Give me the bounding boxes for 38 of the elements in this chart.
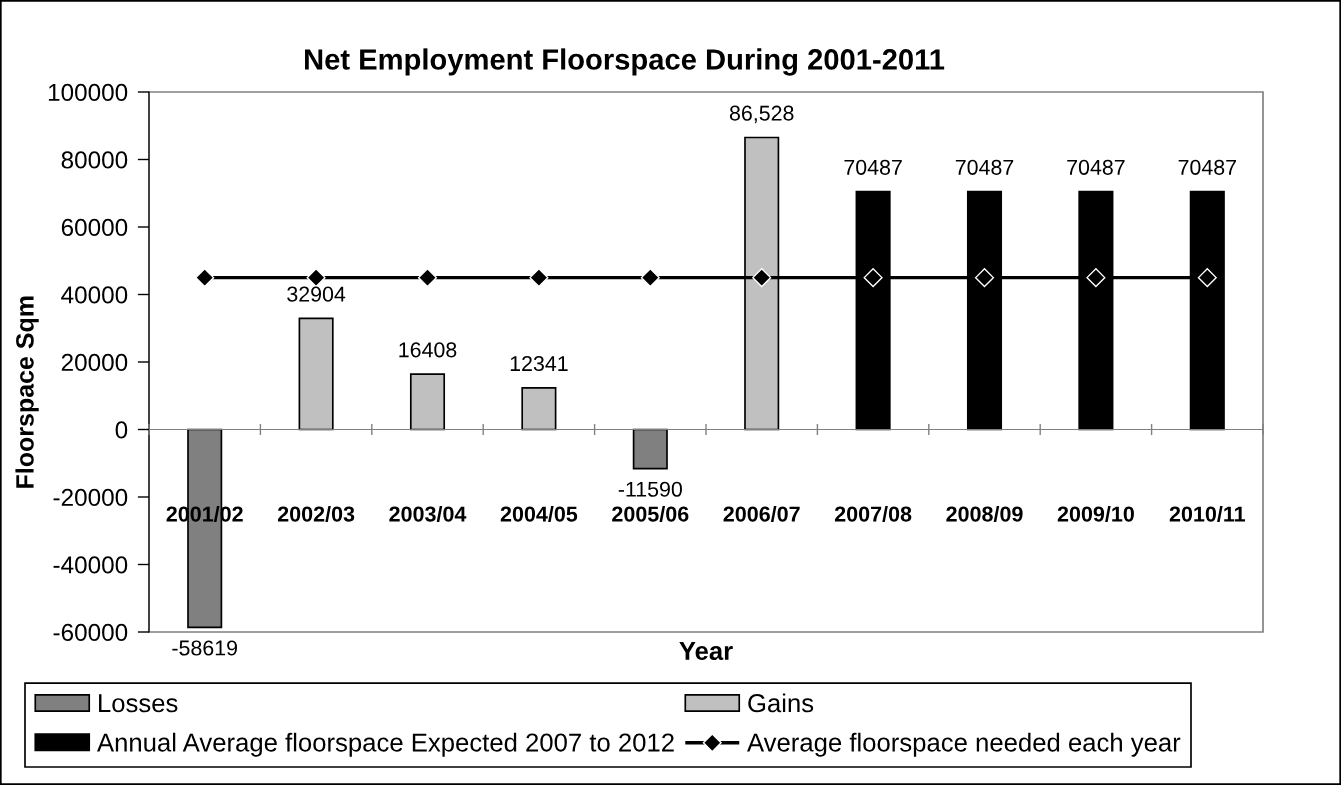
data-label: 32904 [287,286,346,302]
bar [298,317,334,431]
bar [409,373,446,431]
x-tick-label: 2003/04 [389,505,467,522]
data-label: 16408 [399,342,457,358]
chart-title: Net Employment Floorspace During 2001-2011 [305,48,945,76]
x-tick-label: 2005/06 [612,505,689,522]
legend-label: Gains [748,693,814,713]
data-label: -58619 [172,640,237,656]
y-tick-label: -60000 [53,623,128,642]
x-axis-title: Year [679,642,733,661]
y-tick-label: 80000 [61,151,128,169]
x-tick-label: 2009/10 [1057,505,1134,522]
y-tick-label: 0 [115,421,128,439]
y-tick-label: -20000 [53,488,128,507]
y-tick-label: -40000 [53,556,128,574]
y-axis-title: Floorspace Sqm [15,296,39,488]
data-label: 70487 [1178,159,1236,175]
legend-label: Losses [99,694,178,713]
x-tick-label: 2007/08 [834,505,912,522]
y-tick-label: 100000 [48,83,128,102]
x-tick-label: 2002/03 [277,505,355,522]
data-label: 70487 [844,159,902,175]
x-tick-label: 2010/11 [1169,505,1246,522]
data-label: 70487 [1067,159,1125,175]
y-tick-label: 20000 [61,353,128,372]
legend-label: Average floorspace needed each year [747,732,1181,757]
x-tick-label: 2006/07 [723,505,800,522]
x-tick-label: 2008/09 [946,505,1023,522]
legend-label: Annual Average floorspace Expected 2007 to 2012 [97,732,674,757]
x-tick-label: 2004/05 [500,505,578,522]
y-tick-label: 40000 [61,286,128,304]
data-label: 12341 [510,355,568,372]
y-tick-label: 60000 [61,218,128,237]
data-label: 70487 [955,159,1014,175]
data-label: 86,528 [729,105,794,124]
bar [521,387,557,431]
data-label: -11590 [618,481,682,497]
